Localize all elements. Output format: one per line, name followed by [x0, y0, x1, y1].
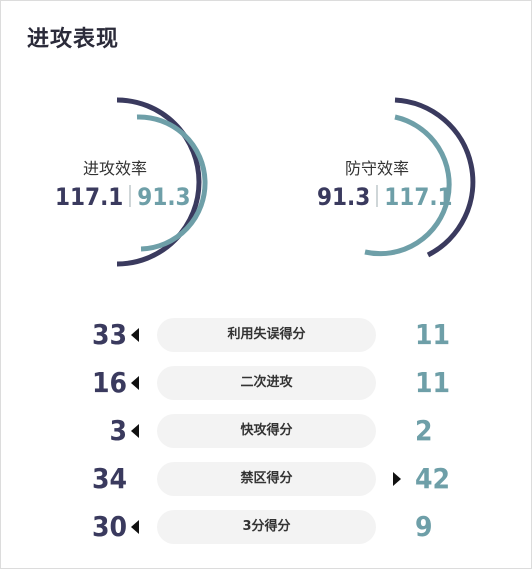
- offense-efficiency-arcs: [116, 97, 208, 267]
- offense-efficiency-gauge: 进攻效率 117.1 91.3: [41, 97, 261, 277]
- stat-label: 禁区得分: [157, 462, 376, 496]
- defense-efficiency-gauge: 防守效率 91.3 117.1: [317, 97, 532, 277]
- stat-label: 快攻得分: [157, 414, 376, 448]
- stat-row: 3 快攻得分 2: [1, 412, 532, 452]
- gauge-value-opponent: 117.1: [384, 183, 453, 211]
- panel-title: 进攻表现: [27, 27, 120, 52]
- arc-outer: [116, 97, 202, 267]
- stat-label: 利用失误得分: [157, 318, 376, 352]
- stat-row: 33 利用失误得分 11: [1, 316, 532, 356]
- opponent-value: 11: [415, 366, 451, 399]
- opponent-value: 11: [415, 318, 451, 351]
- team-value: 33: [91, 318, 127, 351]
- team-value: 30: [91, 510, 127, 543]
- opponent-value: 2: [415, 414, 433, 447]
- gauge-values: 91.3 117.1: [317, 183, 453, 211]
- opponent-value: 9: [415, 510, 433, 543]
- defense-efficiency-arcs: [364, 97, 476, 258]
- left-leader-arrow-icon: [131, 424, 139, 438]
- gauge-value-opponent: 91.3: [137, 183, 191, 211]
- gauge-label: 进攻效率: [82, 159, 147, 178]
- stat-label: 二次进攻: [157, 366, 376, 400]
- stat-row: 34 禁区得分 42: [1, 460, 532, 500]
- arc-inner: [136, 114, 208, 252]
- right-leader-arrow-icon: [393, 472, 401, 486]
- team-value: 16: [91, 366, 127, 399]
- stat-row: 16 二次进攻 11: [1, 364, 532, 404]
- left-leader-arrow-icon: [131, 520, 139, 534]
- gauge-label: 防守效率: [344, 159, 409, 178]
- arc-inner: [364, 114, 452, 257]
- stat-row: 30 3分得分 9: [1, 508, 532, 548]
- gauge-value-team: 91.3: [317, 183, 371, 211]
- left-leader-arrow-icon: [131, 376, 139, 390]
- gauge-values: 117.1 91.3: [55, 183, 191, 211]
- team-value: 34: [91, 462, 127, 495]
- left-leader-arrow-icon: [131, 328, 139, 342]
- gauge-value-team: 117.1: [55, 183, 124, 211]
- opponent-value: 42: [415, 462, 451, 495]
- value-divider: [376, 185, 379, 207]
- stat-label: 3分得分: [157, 510, 376, 544]
- value-divider: [129, 185, 132, 207]
- arc-outer: [394, 97, 476, 258]
- team-value: 3: [109, 414, 127, 447]
